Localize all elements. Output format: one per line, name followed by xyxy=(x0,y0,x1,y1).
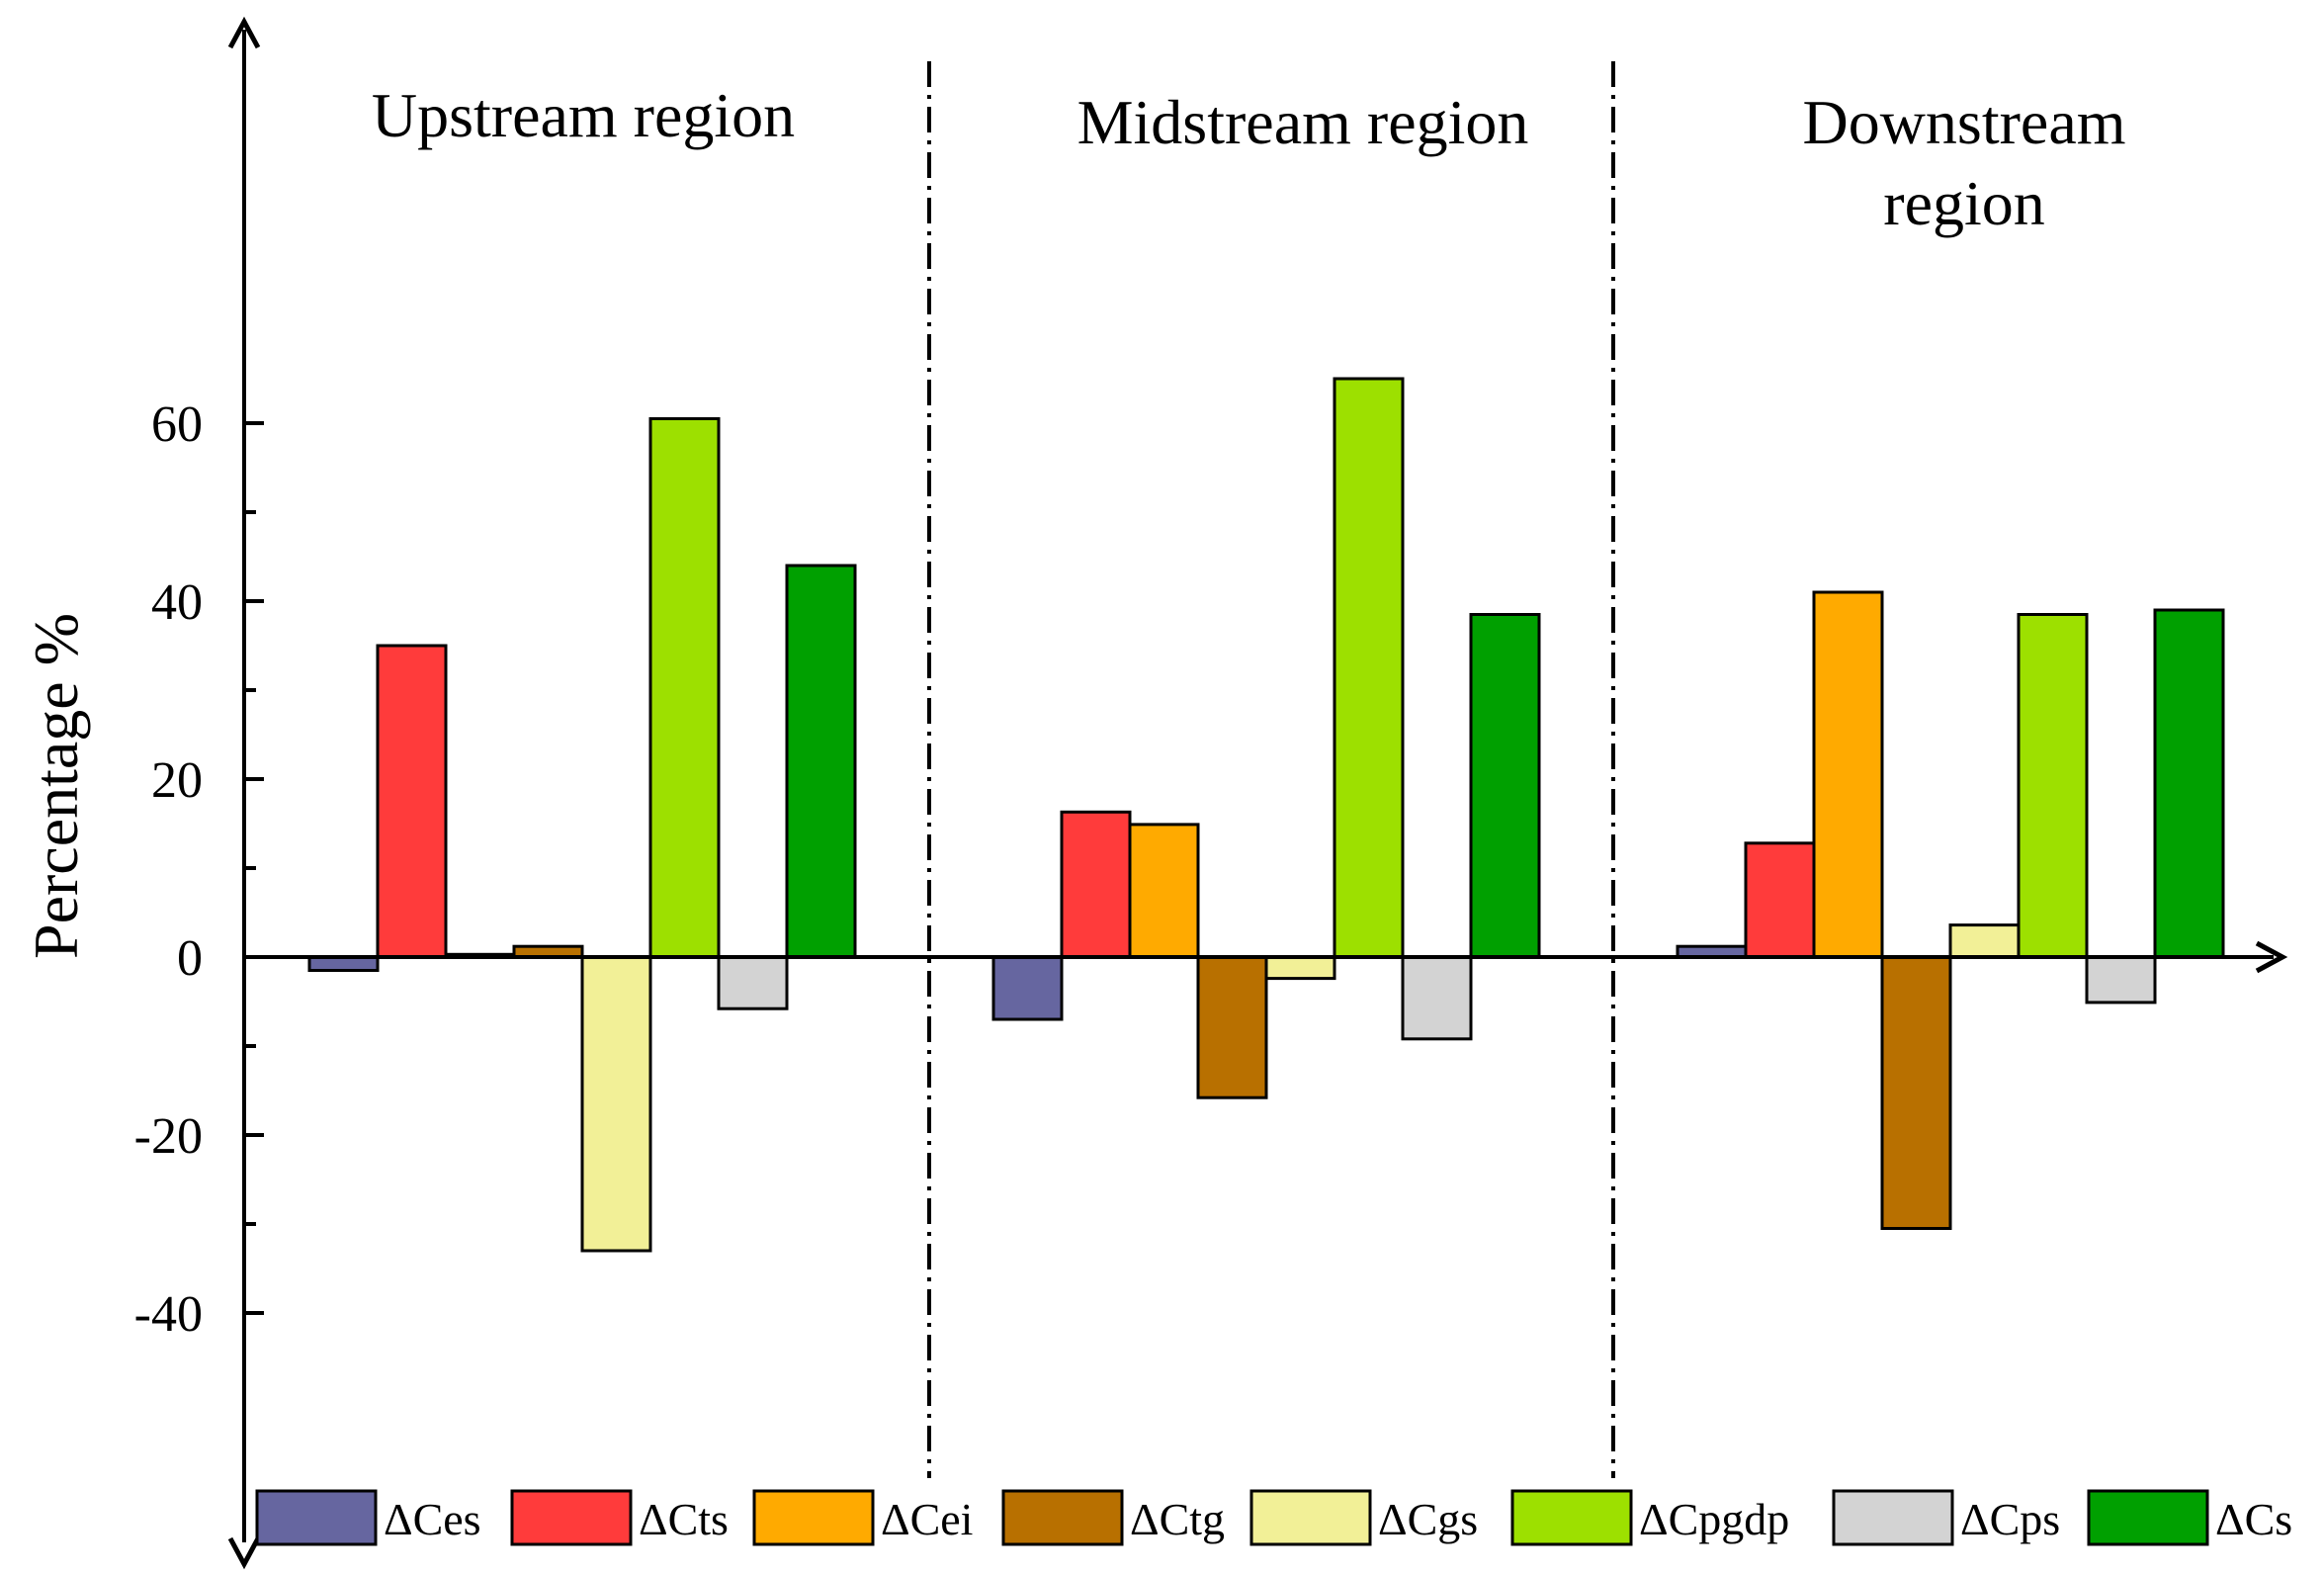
x-axis-arrow xyxy=(2255,940,2288,974)
region-label-upstream-region: Upstream region xyxy=(372,80,795,150)
legend-label: ΔCs xyxy=(2215,1494,2292,1544)
bar-delta-cts-upstream-region xyxy=(376,644,448,959)
legend-item-delta-cs: ΔCs xyxy=(2087,1489,2292,1546)
legend-swatch xyxy=(510,1489,633,1546)
legend-swatch xyxy=(1249,1489,1372,1546)
region-labels: Upstream region Midstream region Downstrea… xyxy=(372,80,2126,238)
legend-item-delta-cts: ΔCts xyxy=(510,1489,729,1546)
legend-swatch xyxy=(1001,1489,1124,1546)
legend-label: ΔCei xyxy=(881,1494,973,1544)
bar-delta-ces-midstream-region xyxy=(991,955,1064,1021)
legend-label: ΔCtg xyxy=(1130,1494,1225,1544)
bar-delta-ctg-midstream-region xyxy=(1196,955,1268,1099)
bar-delta-cts-downstream-region xyxy=(1744,841,1816,959)
y-ticks: 60 40 20 0 -20 -40 xyxy=(134,396,264,1343)
legend-label: ΔCpgdp xyxy=(1639,1494,1789,1544)
y-tick-label: 0 xyxy=(177,930,203,987)
region-label-midstream-region: Midstream region xyxy=(1077,87,1529,157)
legend-swatch xyxy=(1832,1489,1954,1546)
bar-delta-cpgdp-downstream-region xyxy=(2017,613,2089,959)
legend-swatch xyxy=(752,1489,875,1546)
y-tick-label: -20 xyxy=(134,1108,203,1165)
bars xyxy=(307,377,2225,1253)
legend-swatch xyxy=(1510,1489,1633,1546)
legend-item-delta-cpgdp: ΔCpgdp xyxy=(1510,1489,1789,1546)
legend-swatch xyxy=(2087,1489,2209,1546)
bar-delta-cts-midstream-region xyxy=(1060,810,1132,959)
legend-item-delta-ctg: ΔCtg xyxy=(1001,1489,1225,1546)
bar-delta-cpgdp-upstream-region xyxy=(648,417,721,959)
region-label-line: Downstream xyxy=(1802,87,2125,157)
bar-delta-ces-upstream-region xyxy=(307,955,380,972)
region-label-line: Upstream region xyxy=(372,80,795,150)
bar-delta-cgs-midstream-region xyxy=(1264,955,1336,981)
legend-item-delta-ces: ΔCes xyxy=(255,1489,481,1546)
region-dividers xyxy=(927,61,1615,1478)
bar-delta-cs-midstream-region xyxy=(1469,613,1541,959)
bar-delta-cps-midstream-region xyxy=(1401,955,1473,1041)
legend-label: ΔCes xyxy=(384,1494,481,1544)
legend-label: ΔCgs xyxy=(1378,1494,1478,1544)
y-tick-label: -40 xyxy=(134,1286,203,1343)
y-tick-label: 60 xyxy=(151,396,203,453)
y-tick-label: 20 xyxy=(151,752,203,809)
y-axis-arrow-down xyxy=(227,1536,261,1570)
region-label-line: region xyxy=(1883,168,2045,238)
bar-delta-cpgdp-midstream-region xyxy=(1333,377,1405,959)
legend-label: ΔCps xyxy=(1960,1494,2060,1544)
axes xyxy=(227,16,2288,1570)
bar-delta-cs-downstream-region xyxy=(2153,608,2225,959)
legend-item-delta-cps: ΔCps xyxy=(1832,1489,2060,1546)
legend-item-delta-cgs: ΔCgs xyxy=(1249,1489,1478,1546)
bar-delta-cei-downstream-region xyxy=(1812,590,1884,959)
legend-swatch xyxy=(255,1489,378,1546)
bar-delta-cps-upstream-region xyxy=(717,955,789,1010)
bar-delta-cs-upstream-region xyxy=(785,564,857,959)
legend-label: ΔCts xyxy=(639,1494,729,1544)
bar-delta-ctg-downstream-region xyxy=(1880,955,1952,1230)
y-tick-label: 40 xyxy=(151,574,203,631)
y-axis-label: Percentage % xyxy=(21,613,91,959)
bar-delta-cgs-upstream-region xyxy=(580,955,652,1253)
bar-delta-cei-midstream-region xyxy=(1128,823,1200,959)
y-axis-arrow-up xyxy=(227,16,261,49)
bar-delta-cps-downstream-region xyxy=(2085,955,2157,1005)
region-label-downstream-region: Downstream region xyxy=(1802,87,2125,238)
bar-delta-cgs-downstream-region xyxy=(1948,923,2021,959)
legend: ΔCes ΔCts ΔCei ΔCtg ΔCgs ΔCpgdp ΔCps ΔCs xyxy=(255,1489,2292,1546)
legend-item-delta-cei: ΔCei xyxy=(752,1489,973,1546)
region-label-line: Midstream region xyxy=(1077,87,1529,157)
